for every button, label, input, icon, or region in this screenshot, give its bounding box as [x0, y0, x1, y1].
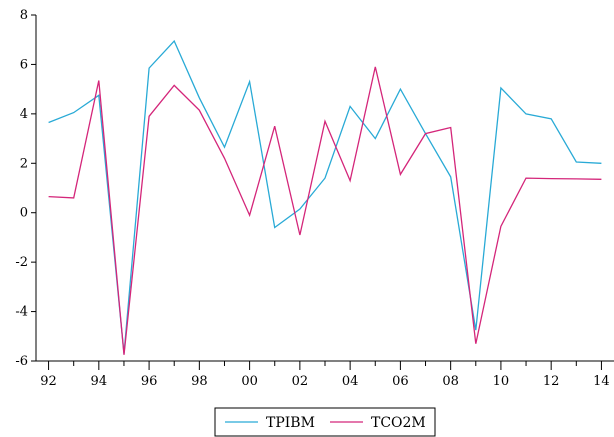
x-tick-label: 14 — [593, 374, 610, 389]
x-axis: 92 94 96 98 00 02 04 06 08 10 12 14 — [36, 360, 614, 389]
x-tick-label: 12 — [543, 374, 560, 389]
y-tick-label: 4 — [20, 107, 28, 122]
series-layer — [48, 39, 602, 355]
x-tick-label: 04 — [342, 374, 359, 389]
legend-label-tpibm: TPIBM — [266, 415, 315, 431]
x-tick-label: 94 — [91, 374, 108, 389]
x-tick-label: 02 — [292, 374, 309, 389]
y-tick-label: 2 — [20, 156, 28, 171]
y-tick-label: 8 — [20, 8, 28, 23]
x-tick-label: 98 — [191, 374, 208, 389]
y-axis: -6 -4 -2 0 2 4 6 8 — [15, 8, 37, 369]
x-tick-label: 92 — [40, 374, 57, 389]
series-line-tco2m — [48, 66, 602, 355]
y-tick-label: -4 — [15, 305, 28, 320]
y-tick-label: -6 — [15, 354, 28, 369]
y-tick-label: -2 — [15, 255, 28, 270]
x-tick-label: 00 — [241, 374, 258, 389]
x-tick-label: 08 — [442, 374, 459, 389]
legend-label-tco2m: TCO2M — [371, 415, 426, 431]
y-tick-label: 6 — [20, 57, 28, 72]
x-tick-label: 96 — [141, 374, 158, 389]
legend: TPIBM TCO2M — [214, 407, 436, 437]
x-tick-label: 06 — [392, 374, 409, 389]
series-line-tpibm — [48, 39, 602, 354]
x-tick-label: 10 — [493, 374, 510, 389]
y-tick-label: 0 — [20, 206, 28, 221]
